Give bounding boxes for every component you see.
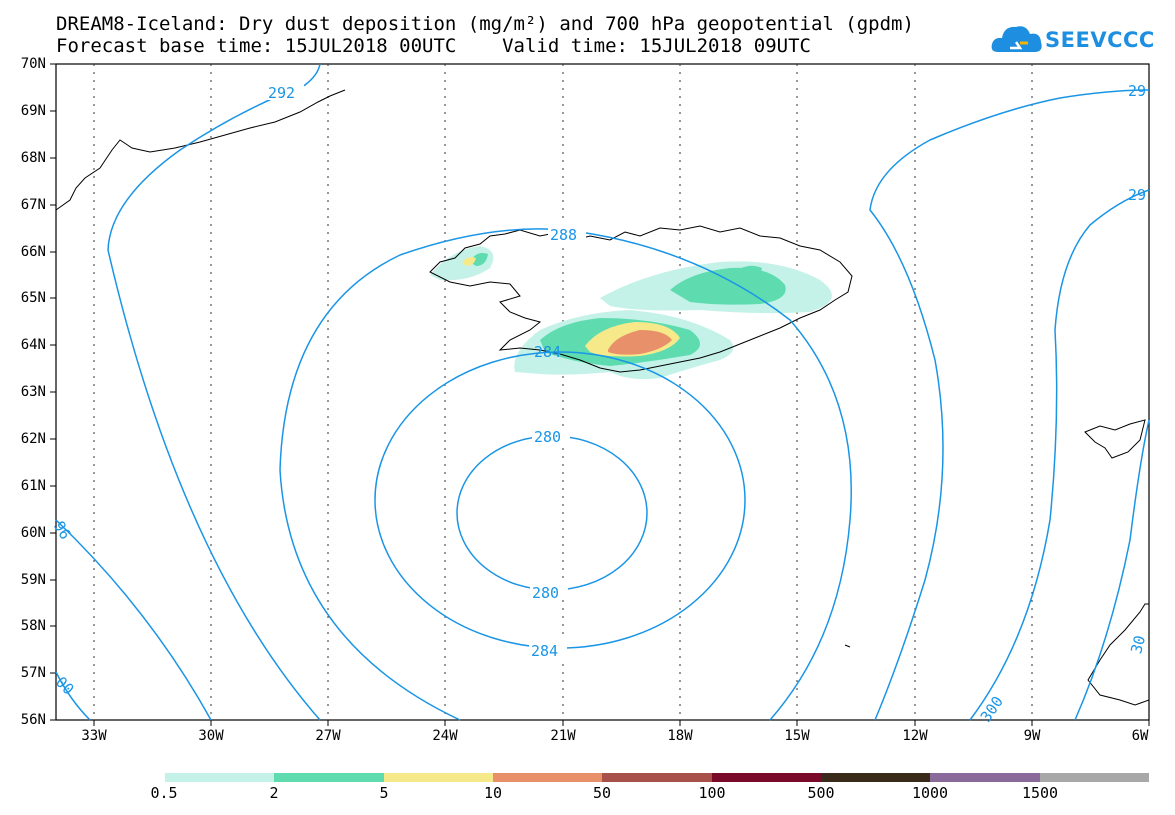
contour-300-west: [55, 671, 91, 721]
contour-300-east: [969, 189, 1150, 721]
axis-ticks: [50, 63, 1150, 726]
lon-label: 6W: [1131, 728, 1149, 744]
lat-label: 63N: [20, 384, 46, 400]
lon-label: 21W: [550, 728, 576, 744]
colorbar-label: 100: [698, 784, 726, 802]
colorbar-label: 500: [807, 784, 835, 802]
plot-frame: [55, 63, 1150, 721]
contour-304-east: [1074, 419, 1150, 721]
lat-label: 58N: [20, 618, 46, 634]
lon-label: 27W: [315, 728, 341, 744]
lat-label: 60N: [20, 525, 46, 541]
lat-label: 64N: [20, 337, 46, 353]
seevccc-logo: SEEVCCC: [990, 18, 1154, 58]
cloud-icon: [991, 26, 1042, 52]
lat-label: 70N: [20, 56, 46, 72]
lon-label: 12W: [902, 728, 928, 744]
lat-label: 65N: [20, 290, 46, 306]
lon-label: 18W: [667, 728, 693, 744]
lat-label: 66N: [20, 244, 46, 260]
map-title: DREAM8-Iceland: Dry dust deposition (mg/…: [56, 13, 914, 35]
lon-label: 33W: [81, 728, 107, 744]
contour-label-280-south: 280: [532, 584, 559, 602]
contour-label-29-mid: 29: [1128, 186, 1146, 204]
contour-296-west: [55, 519, 212, 721]
lat-label: 56N: [20, 712, 46, 728]
map-subtitle: Forecast base time: 15JUL2018 00UTC Vali…: [56, 35, 811, 57]
colorbar-label: 5: [379, 784, 389, 802]
contour-296-east: [869, 89, 1150, 721]
colorbar-label: 10: [483, 784, 503, 802]
lat-label: 68N: [20, 150, 46, 166]
lat-label: 67N: [20, 197, 46, 213]
contour-label-292: 292: [268, 84, 295, 102]
contour-label-284-north: 284: [534, 343, 561, 361]
colorbar: [165, 773, 1149, 782]
contour-label-29-top: 29: [1128, 82, 1146, 100]
contour-label-30: 30: [1127, 633, 1149, 655]
gridlines: [93, 64, 1033, 720]
colorbar-label: 50: [592, 784, 612, 802]
logo-text: SEEVCCC: [1045, 28, 1155, 52]
colorbar-label: 1000: [911, 784, 949, 802]
contour-label-288: 288: [550, 226, 577, 244]
lat-label: 69N: [20, 103, 46, 119]
lon-label: 9W: [1023, 728, 1041, 744]
colorbar-label: 1500: [1021, 784, 1059, 802]
lat-label: 59N: [20, 572, 46, 588]
lon-label: 24W: [432, 728, 458, 744]
lon-label: 15W: [784, 728, 810, 744]
contour-292: [107, 63, 321, 721]
colorbar-label: 2: [269, 784, 279, 802]
contour-label-284-south: 284: [531, 642, 558, 660]
colorbar-label: 0.5: [150, 784, 178, 802]
lat-label: 57N: [20, 665, 46, 681]
contour-label-280-north: 280: [534, 428, 561, 446]
lat-label: 62N: [20, 431, 46, 447]
lon-label: 30W: [198, 728, 224, 744]
lat-label: 61N: [20, 478, 46, 494]
dust-deposition-field: [430, 246, 832, 380]
